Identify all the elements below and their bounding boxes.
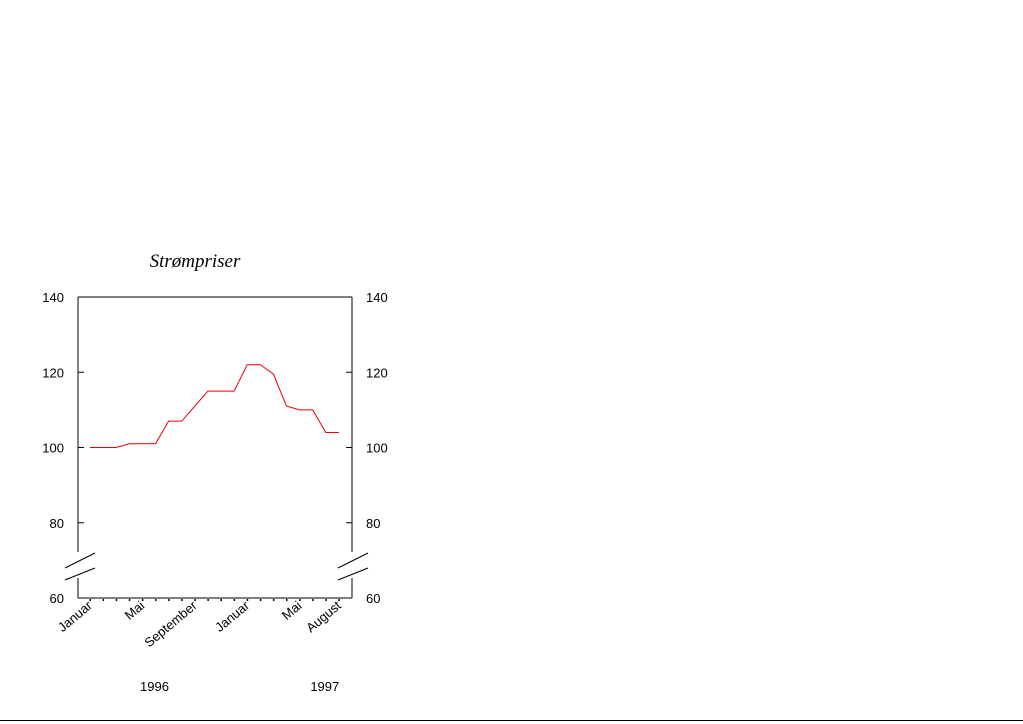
axis-break-mark: [64, 567, 96, 581]
x-tick-dot: [168, 599, 170, 601]
axis-break-mark: [337, 552, 369, 569]
y-tick-label-right: 100: [366, 441, 388, 456]
year-labels: 1996 1997: [140, 679, 339, 694]
x-tick-dot: [272, 599, 275, 601]
axes: [64, 296, 369, 599]
year-label: 1997: [310, 679, 339, 694]
x-tick-dot: [181, 599, 183, 601]
x-tick-dot: [325, 599, 327, 601]
y-tick-label-left: 80: [50, 516, 64, 531]
x-tick-dot: [115, 599, 118, 601]
y-tick-label-right: 140: [366, 290, 388, 305]
x-tick-label: Januar: [212, 597, 253, 634]
x-tick-dot: [89, 599, 91, 601]
x-tick-dot: [220, 599, 222, 601]
y-tick-label-left: 100: [42, 441, 64, 456]
x-tick-dot: [194, 599, 196, 601]
series-layer: [90, 364, 339, 448]
x-tick-label: Mai: [122, 598, 148, 623]
x-tick-dot: [286, 599, 288, 601]
y-tick-label-right: 60: [366, 591, 380, 606]
y-tick-label-right: 120: [366, 365, 388, 380]
x-tick-dot: [299, 599, 301, 601]
y-tick-label-left: 60: [50, 591, 64, 606]
x-tick-dot: [102, 599, 105, 601]
axis-break-mark: [64, 552, 96, 569]
y-ticks: 60 60 80 80 100 100 120 120 140 140: [42, 290, 387, 606]
year-label: 1996: [140, 679, 169, 694]
y-tick-label-left: 140: [42, 290, 64, 305]
x-tick-dot: [128, 599, 131, 601]
x-tick-dot: [312, 599, 314, 601]
y-tick-label-right: 80: [366, 516, 380, 531]
x-tick-dot: [246, 599, 249, 601]
x-tick-dot: [338, 599, 340, 601]
x-tick-label: September: [141, 597, 200, 650]
x-tick-dot: [207, 599, 209, 601]
x-tick-dot: [259, 599, 262, 601]
bottom-rule: [0, 720, 1023, 721]
axis-break-mark: [337, 567, 369, 581]
x-tick-dot: [141, 599, 144, 601]
x-tick-label: Mai: [279, 598, 305, 623]
chart-title: Strømpriser: [150, 251, 241, 272]
x-tick-dot: [155, 599, 157, 601]
x-tick-dot: [233, 599, 236, 601]
y-tick-label-left: 120: [42, 365, 64, 380]
series-line: [90, 364, 339, 448]
x-tick-label: August: [303, 598, 344, 636]
